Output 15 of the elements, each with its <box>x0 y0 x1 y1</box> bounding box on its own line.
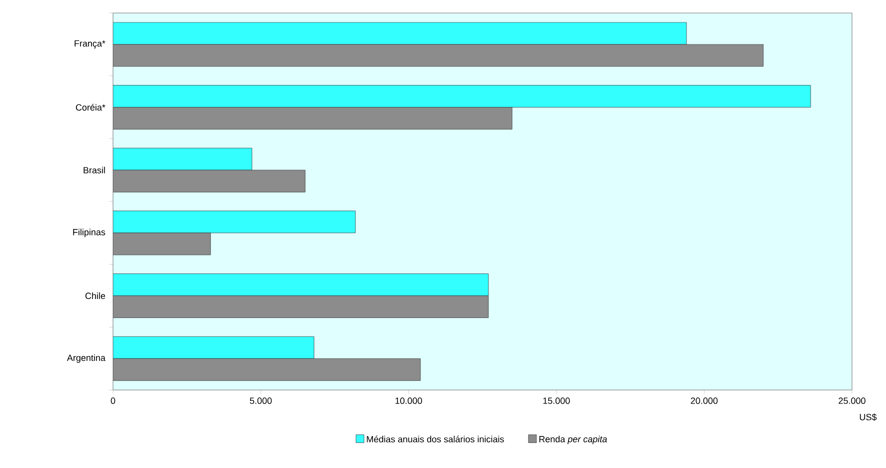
y-tick-label: Filipinas <box>73 228 106 238</box>
x-tick-label: 15.000 <box>543 398 570 404</box>
x-tick-label: 25.000 <box>838 398 866 404</box>
y-tick-label: França* <box>74 40 106 48</box>
y-tick-label: Brasil <box>84 166 105 174</box>
x-tick-label: 5.000 <box>250 398 272 404</box>
y-tick-label: Argentina <box>66 354 106 363</box>
legend-label: Médias anuais dos salários iniciais <box>366 436 504 442</box>
x-tick-label: 0 <box>110 398 116 404</box>
legend-label: Renda per capita <box>539 436 607 444</box>
x-tick-label: 10.000 <box>396 398 422 404</box>
y-tick-label: Chile <box>85 292 106 300</box>
x-tick-label: 20.000 <box>690 398 718 404</box>
x-axis-title: US$ <box>860 414 877 421</box>
y-tick-label: Coréia* <box>76 104 106 111</box>
